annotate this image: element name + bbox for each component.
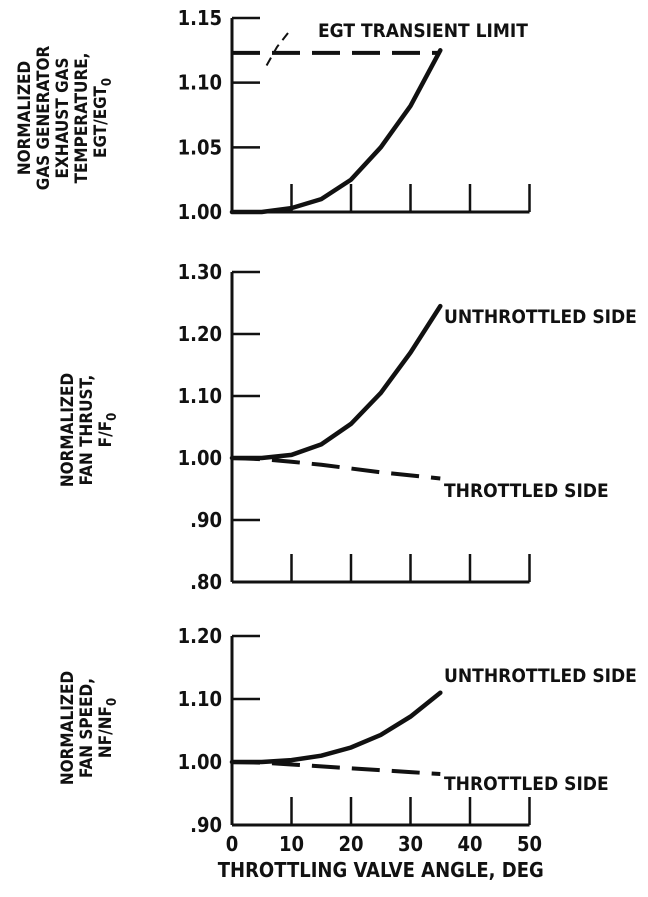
y-axis-label-line: NORMALIZED <box>58 671 78 785</box>
x-tick-label: 0 <box>226 832 239 856</box>
y-axis-label-line: EGT/EGT0 <box>91 78 115 158</box>
y-axis-label: NORMALIZED GAS GENERATOR EXHAUST GAS TEMPER… <box>15 46 115 191</box>
throttled-side-line <box>231 456 441 481</box>
y-axis-label: NORMALIZED FAN SPEED, NF/NF0 <box>58 671 120 785</box>
egt-curve-line <box>229 48 443 215</box>
y-tick-label: 1.00 <box>178 200 222 224</box>
y-axis-label: NORMALIZED FAN THRUST, F/F0 <box>58 373 120 487</box>
x-tick-label: 30 <box>398 832 423 856</box>
series-label: UNTHROTTLED SIDE <box>444 665 637 687</box>
series-label: THROTTLED SIDE <box>444 480 609 502</box>
unthrottled-side-line <box>229 690 443 765</box>
panel-2: 1.30 1.20 1.10 1.00 .90 .80 NORMALIZED FAN THRU… <box>58 260 637 594</box>
x-axis-label: THROTTLING VALVE ANGLE, DEG <box>218 858 544 882</box>
y-tick-label: 1.30 <box>178 260 222 284</box>
label-leader-line <box>263 32 289 71</box>
y-axis-label-line: GAS GENERATOR <box>34 46 54 191</box>
x-tick-label: 10 <box>279 832 304 856</box>
y-axis-label-line: FAN SPEED, <box>77 678 97 778</box>
y-axis-label-line: NF/NF0 <box>96 698 120 758</box>
y-tick-label: 1.20 <box>178 624 222 648</box>
y-axis-label-line: TEMPERATURE, <box>72 53 92 184</box>
y-tick-label: 1.05 <box>178 135 222 159</box>
y-tick-label: 1.00 <box>178 750 222 774</box>
y-axis-label-line: F/F0 <box>96 413 120 448</box>
y-axis-label-line: NORMALIZED <box>58 373 78 487</box>
series-label: UNTHROTTLED SIDE <box>444 306 637 328</box>
y-tick-label: .90 <box>190 813 222 837</box>
unthrottled-side-line <box>229 303 443 461</box>
x-tick-label: 50 <box>517 832 542 856</box>
y-tick-label: 1.00 <box>178 446 222 470</box>
y-tick-label: 1.20 <box>178 322 222 346</box>
x-tick-label: 20 <box>338 832 363 856</box>
y-axis-label-line: NORMALIZED <box>15 61 35 175</box>
y-axis-label-line: FAN THRUST, <box>77 375 97 486</box>
x-tick-label: 40 <box>457 832 482 856</box>
y-tick-label: .80 <box>190 570 222 594</box>
y-axis-label-line: EXHAUST GAS <box>53 58 73 179</box>
y-tick-label: .90 <box>190 508 222 532</box>
series-label: THROTTLED SIDE <box>444 773 609 795</box>
y-tick-label: 1.15 <box>178 6 222 30</box>
series-label: EGT TRANSIENT LIMIT <box>318 20 528 42</box>
y-tick-label: 1.10 <box>178 687 222 711</box>
throttled-side-line <box>231 760 441 776</box>
y-tick-label: 1.10 <box>178 384 222 408</box>
y-tick-label: 1.10 <box>178 71 222 95</box>
